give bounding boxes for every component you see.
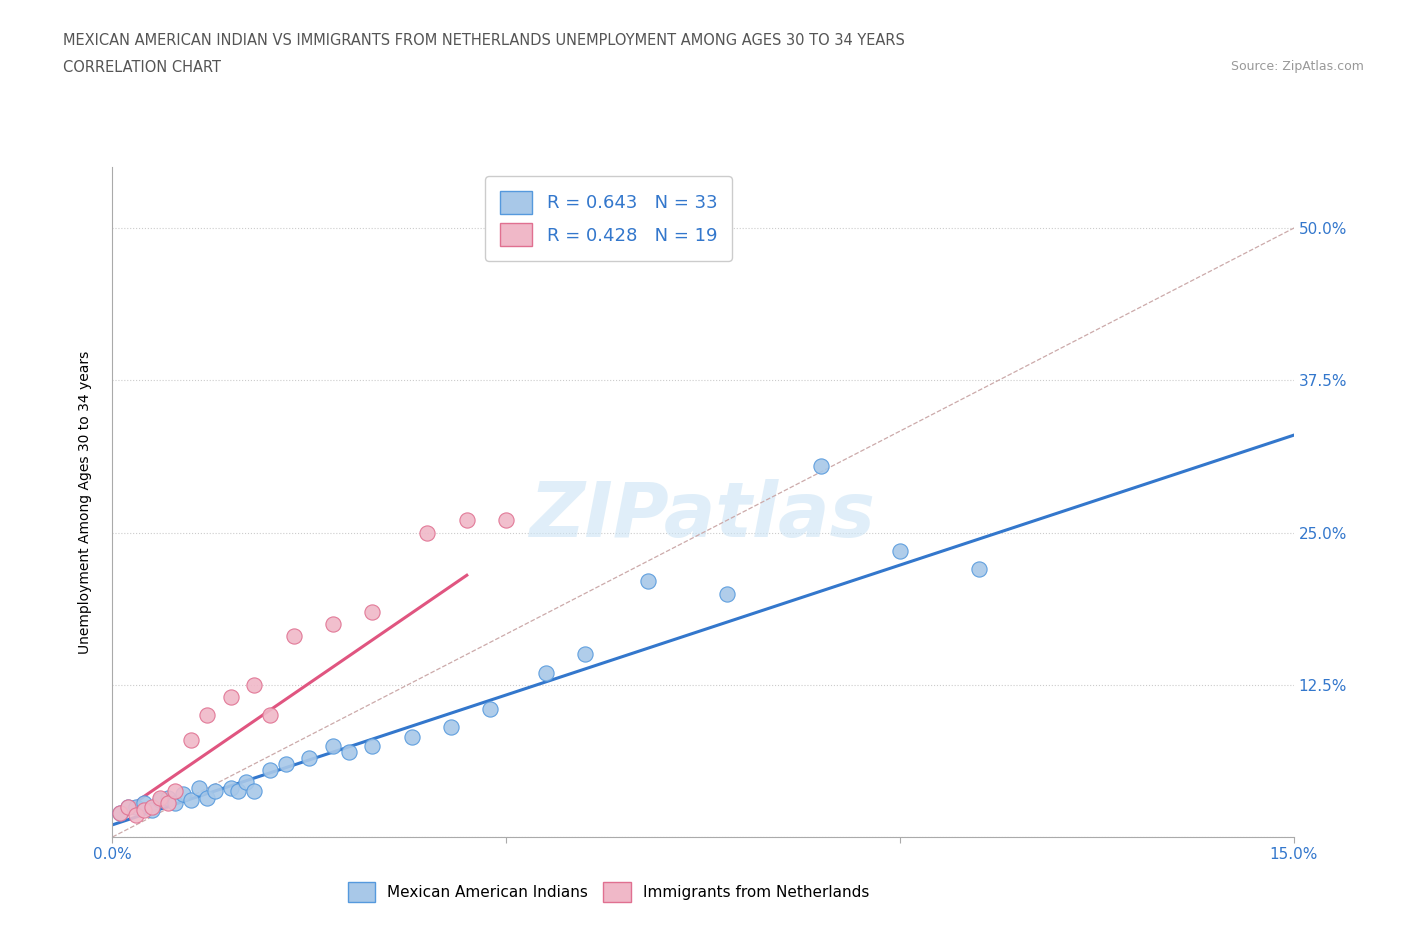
- Point: [322, 617, 344, 631]
- Point: [204, 783, 226, 798]
- Point: [110, 805, 132, 820]
- Point: [716, 586, 738, 601]
- Point: [416, 525, 439, 540]
- Point: [165, 783, 187, 798]
- Point: [243, 783, 266, 798]
- Point: [440, 720, 463, 735]
- Point: [141, 799, 163, 814]
- Point: [117, 799, 139, 814]
- Point: [172, 787, 194, 802]
- Point: [479, 702, 502, 717]
- Point: [243, 677, 266, 692]
- Point: [337, 744, 360, 759]
- Point: [283, 629, 305, 644]
- Point: [141, 803, 163, 817]
- Point: [165, 795, 187, 810]
- Point: [117, 799, 139, 814]
- Point: [149, 793, 172, 808]
- Text: Source: ZipAtlas.com: Source: ZipAtlas.com: [1230, 60, 1364, 73]
- Point: [456, 513, 478, 528]
- Point: [259, 763, 281, 777]
- Point: [322, 738, 344, 753]
- Point: [195, 790, 218, 805]
- Point: [361, 604, 384, 619]
- Point: [274, 756, 297, 771]
- Point: [967, 562, 990, 577]
- Point: [180, 732, 202, 747]
- Point: [156, 790, 179, 805]
- Point: [180, 793, 202, 808]
- Legend: Mexican American Indians, Immigrants from Netherlands: Mexican American Indians, Immigrants fro…: [340, 875, 877, 910]
- Text: MEXICAN AMERICAN INDIAN VS IMMIGRANTS FROM NETHERLANDS UNEMPLOYMENT AMONG AGES 3: MEXICAN AMERICAN INDIAN VS IMMIGRANTS FR…: [63, 33, 905, 47]
- Point: [889, 543, 911, 558]
- Point: [401, 730, 423, 745]
- Point: [574, 647, 596, 662]
- Point: [149, 790, 172, 805]
- Point: [195, 708, 218, 723]
- Point: [110, 805, 132, 820]
- Point: [298, 751, 321, 765]
- Point: [132, 803, 155, 817]
- Point: [125, 807, 148, 822]
- Point: [188, 781, 211, 796]
- Point: [810, 458, 832, 473]
- Point: [534, 665, 557, 680]
- Point: [235, 775, 257, 790]
- Text: CORRELATION CHART: CORRELATION CHART: [63, 60, 221, 75]
- Point: [156, 795, 179, 810]
- Point: [219, 781, 242, 796]
- Point: [495, 513, 517, 528]
- Point: [637, 574, 659, 589]
- Y-axis label: Unemployment Among Ages 30 to 34 years: Unemployment Among Ages 30 to 34 years: [77, 351, 91, 654]
- Point: [132, 795, 155, 810]
- Text: ZIPatlas: ZIPatlas: [530, 479, 876, 552]
- Point: [228, 783, 250, 798]
- Point: [361, 738, 384, 753]
- Point: [259, 708, 281, 723]
- Point: [125, 799, 148, 814]
- Point: [219, 689, 242, 704]
